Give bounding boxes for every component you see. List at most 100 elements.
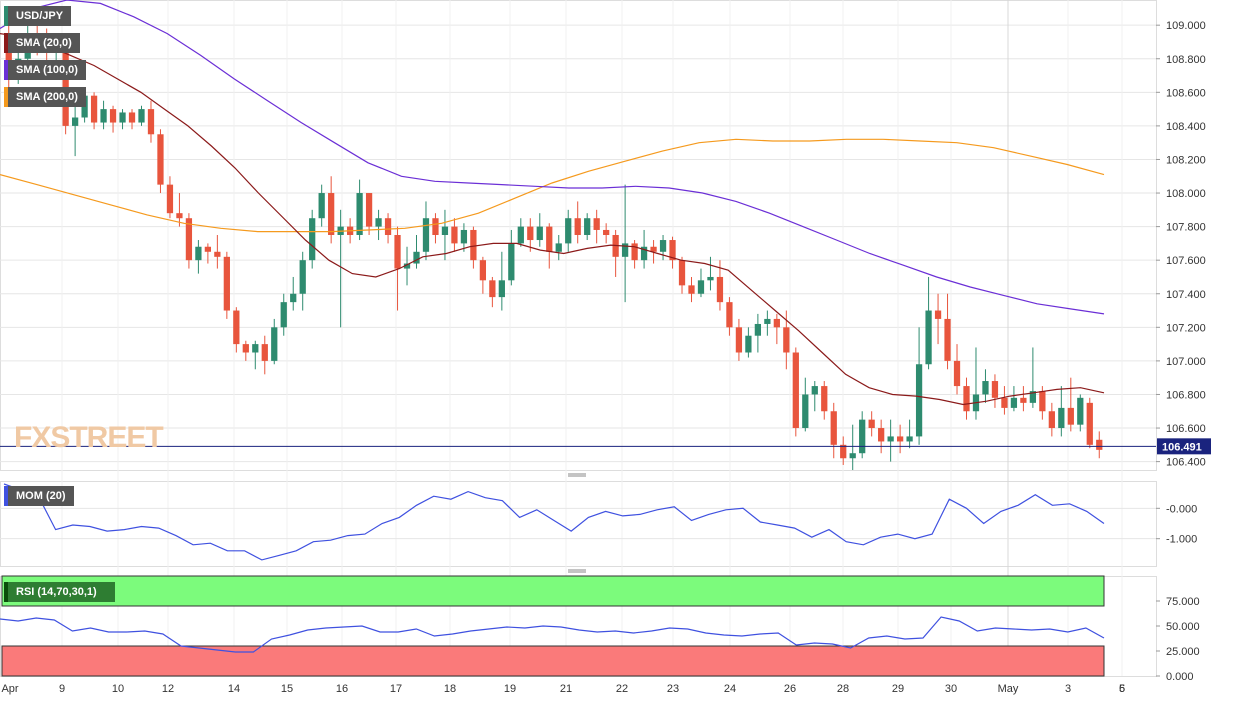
candle-body	[821, 386, 828, 412]
date-tick-label: 10	[112, 683, 124, 695]
date-tick-label: 26	[784, 683, 796, 695]
candle-body	[783, 327, 790, 353]
sma100-tag[interactable]: SMA (100,0)	[4, 60, 86, 80]
candle-body	[707, 276, 714, 281]
candle-body	[659, 240, 667, 252]
candle-body	[261, 344, 268, 361]
candle-body	[5, 33, 12, 76]
candle-body	[157, 134, 164, 185]
candle-body	[242, 344, 249, 353]
rsi-tick-label: 25.000	[1166, 646, 1200, 658]
rsi-oversold-zone	[1, 645, 1105, 677]
date-tick-label: 3	[1065, 683, 1071, 695]
candle-body	[147, 109, 155, 135]
candle-body	[119, 112, 126, 123]
sma20-swatch	[4, 33, 8, 53]
candle-body	[204, 246, 212, 252]
date-tick-label: 6	[1119, 683, 1125, 695]
candle-body	[1048, 411, 1055, 429]
candle-body	[565, 218, 572, 244]
candle-body	[915, 364, 923, 437]
current-price-label: 106.491	[1162, 441, 1202, 453]
candle-body	[621, 243, 629, 257]
date-tick-label: 12	[162, 683, 174, 695]
candle-body	[934, 310, 942, 319]
candle-body	[280, 302, 287, 328]
candle-body	[479, 260, 487, 281]
candle-body	[413, 251, 420, 264]
rsi-overbought-zone	[1, 575, 1105, 607]
candle-body	[176, 213, 183, 219]
price-tick-label: 107.200	[1166, 322, 1206, 334]
candle-body	[953, 360, 961, 387]
sma100-label: SMA (100,0)	[16, 64, 78, 76]
date-tick-label: 14	[228, 683, 240, 695]
candle-body	[71, 117, 79, 126]
candle-body	[1077, 397, 1084, 425]
candle-body	[394, 235, 401, 269]
panel-frame-0	[0, 0, 1157, 471]
price-tick-label: 106.400	[1166, 457, 1206, 469]
candle-body	[90, 95, 98, 123]
candle-body	[214, 251, 221, 257]
candle-body	[944, 318, 951, 361]
candle-body	[508, 243, 515, 281]
candle-body	[1029, 391, 1037, 403]
candle-body	[100, 109, 107, 123]
date-tick-label: Apr	[1, 683, 18, 695]
date-tick-label: 17	[390, 683, 402, 695]
rsi-line	[0, 616, 1105, 653]
mom-tag[interactable]: MOM (20)	[4, 486, 74, 506]
candle-body	[1058, 407, 1065, 429]
candle-body	[1001, 397, 1008, 408]
sma200-label: SMA (200,0)	[16, 91, 78, 103]
candle-body	[356, 193, 363, 235]
candle-body	[830, 411, 837, 445]
candle-body	[764, 318, 771, 324]
sma200-swatch	[4, 87, 8, 107]
candle-body	[859, 419, 866, 454]
date-tick-label: 28	[837, 683, 849, 695]
candle-body	[128, 112, 136, 123]
candle-body	[546, 226, 553, 252]
candle-body	[697, 280, 705, 294]
sma200-tag[interactable]: SMA (200,0)	[4, 87, 86, 107]
candle-body	[109, 109, 117, 123]
candle-body	[328, 193, 335, 235]
candle-body	[925, 310, 932, 365]
price-tick-label: 108.200	[1166, 154, 1206, 166]
candle-body	[802, 394, 809, 429]
panel-frame-1	[0, 481, 1157, 567]
date-tick-label: 18	[444, 683, 456, 695]
rsi-tick-label: 0.000	[1166, 671, 1194, 683]
candle-body	[365, 193, 373, 227]
candle-body	[290, 293, 297, 303]
sma20-label: SMA (20,0)	[16, 37, 72, 49]
price-tick-label: 108.600	[1166, 87, 1206, 99]
rsi-label: RSI (14,70,30,1)	[16, 586, 97, 598]
candle-body	[574, 218, 581, 235]
candle-body	[489, 280, 496, 298]
symbol-tag[interactable]: USD/JPY	[4, 6, 72, 26]
sma20-tag[interactable]: SMA (20,0)	[4, 33, 80, 53]
candle-body	[887, 436, 894, 442]
sma100-swatch	[4, 60, 8, 80]
candle-body	[754, 323, 762, 336]
rsi-tag[interactable]: RSI (14,70,30,1)	[4, 582, 115, 602]
candle-body	[584, 218, 591, 235]
candle-body	[982, 381, 989, 395]
candle-body	[1039, 391, 1046, 412]
candle-body	[1096, 439, 1103, 450]
candle-body	[726, 302, 733, 328]
logo-part-street: STREET	[50, 421, 163, 454]
date-tick-label: 30	[945, 683, 957, 695]
price-tick-label: 107.600	[1166, 255, 1206, 267]
date-tick-label: May	[998, 683, 1019, 695]
date-tick-label: 19	[504, 683, 516, 695]
sma200-line	[0, 138, 1105, 233]
candle-body	[878, 428, 885, 442]
candle-body	[868, 419, 875, 429]
candle-body	[773, 318, 780, 328]
